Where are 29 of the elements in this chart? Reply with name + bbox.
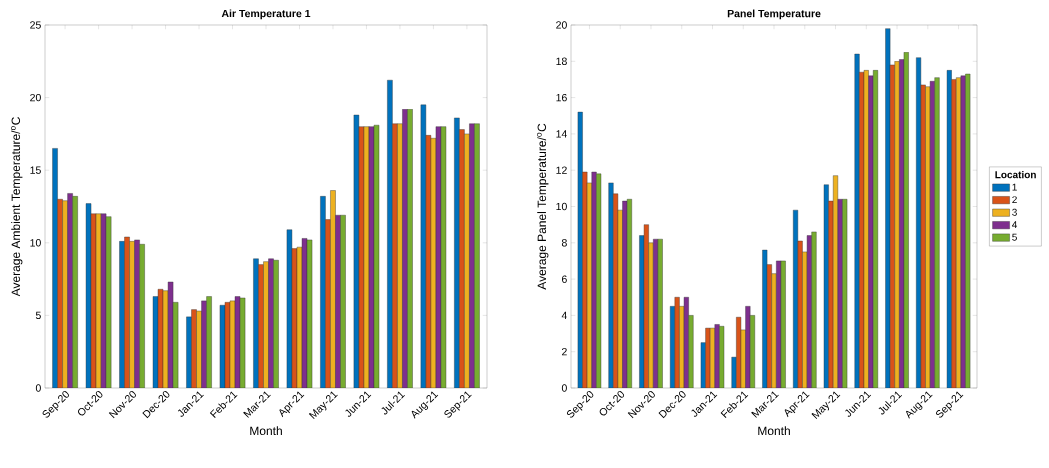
legend-title: Location [995,170,1036,179]
y-tick-label: 16 [556,93,567,102]
x-axis-title: Month [250,426,282,436]
y-tick-label: 15 [30,166,41,174]
y-tick-label: 5 [35,311,41,320]
chart-title: Panel Temperature [727,9,821,20]
y-tick-label: 8 [561,239,567,247]
legend-label: 4 [1012,221,1018,229]
legend-label: 3 [1012,208,1017,216]
y-tick-label: 0 [561,384,567,392]
y-axis-title: Average Panel Temperature/$^{o}$C [537,123,549,290]
y-tick-label: 2 [562,348,567,356]
y-tick-label: 4 [561,311,567,320]
y-tick-label: 12 [556,166,567,174]
y-tick-label: 18 [556,57,567,66]
y-axis-title: Average Ambient Temperature/$^{o}$C [11,117,23,297]
y-tick-label: 20 [30,93,41,102]
legend-label: 1 [1012,183,1017,191]
y-tick-label: 10 [556,202,567,211]
y-tick-label: 20 [556,21,567,29]
y-tick-label: 0 [35,384,41,392]
y-tick-label: 10 [30,239,41,247]
y-tick-label: 25 [30,21,41,29]
legend-label: 2 [1012,196,1017,204]
chart-title: Air Temperature 1 [221,9,311,20]
x-axis-title: Month [758,426,790,436]
legend-label: 5 [1012,233,1017,241]
y-tick-label: 14 [556,130,567,138]
y-tick-label: 6 [562,275,567,283]
